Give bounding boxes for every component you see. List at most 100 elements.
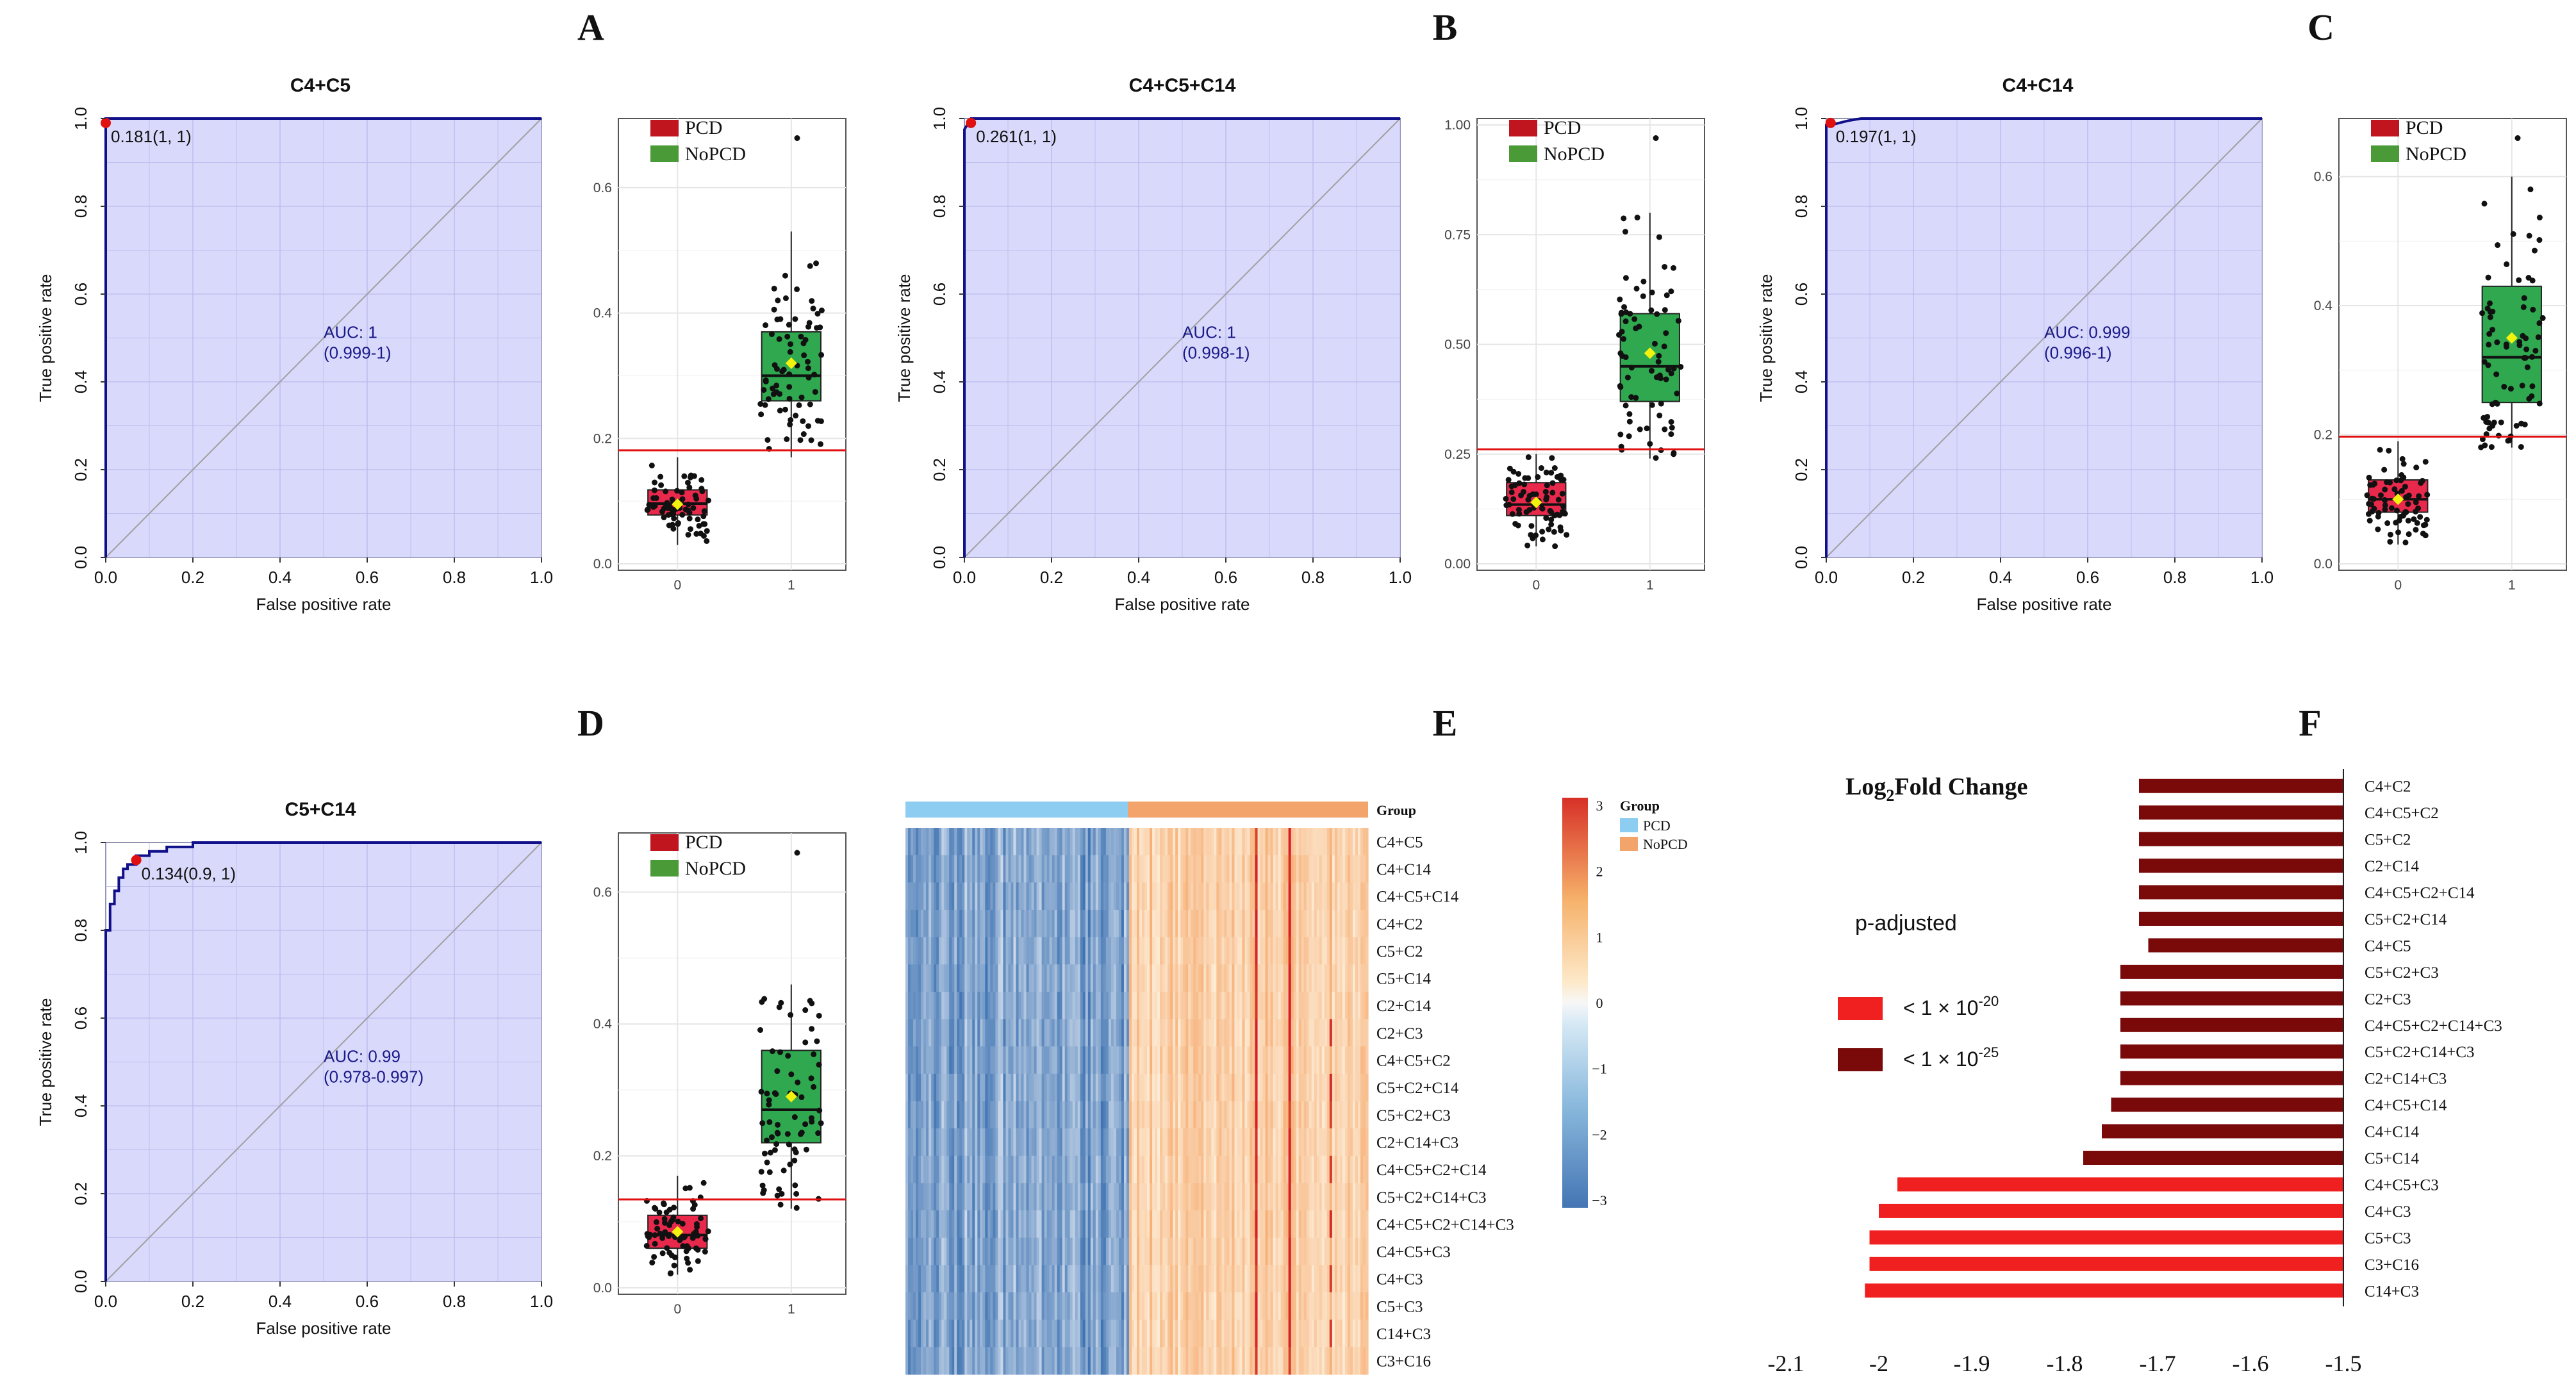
heatmap-cell [939, 828, 942, 856]
heatmap-cell [1273, 1237, 1276, 1265]
box-jitter-point [664, 1245, 670, 1251]
box-jitter-point [1539, 536, 1546, 543]
heatmap-cell [1237, 1128, 1241, 1156]
heatmap-cell [1123, 882, 1127, 910]
heatmap-cell [926, 1265, 929, 1293]
heatmap-cell [1296, 1292, 1300, 1321]
heatmap-cell [1059, 937, 1063, 965]
heatmap-cell [1013, 1101, 1017, 1129]
heatmap-cell [1170, 1155, 1173, 1184]
heatmap-cell [1123, 1073, 1127, 1102]
heatmap-cell [1191, 1265, 1194, 1293]
heatmap-cell [1098, 1265, 1102, 1293]
heatmap-cell [1360, 937, 1364, 965]
box-jitter-point [1542, 489, 1549, 495]
heatmap-cell [1350, 1019, 1353, 1047]
heatmap-cell [916, 1265, 919, 1293]
heatmap-cell [1113, 1128, 1117, 1156]
heatmap-cell [1157, 1347, 1160, 1375]
bar-category-label: C5+C14 [2365, 1150, 2419, 1167]
heatmap-cell [1183, 991, 1186, 1020]
heatmap-cell [995, 1210, 998, 1239]
roc-y-label: True positive rate [36, 274, 55, 402]
heatmap-cell [1360, 1237, 1364, 1265]
heatmap-cell [1110, 964, 1114, 992]
heatmap-cell [1280, 1019, 1284, 1047]
heatmap-cell [905, 991, 909, 1020]
heatmap-cell [1296, 1128, 1300, 1156]
heatmap-cell [1283, 882, 1287, 910]
heatmap-cell [995, 855, 998, 883]
heatmap-cell [982, 1292, 986, 1321]
heatmap-cell [1211, 937, 1214, 965]
heatmap-cell [931, 1019, 934, 1047]
heatmap-cell [944, 1319, 947, 1347]
heatmap-legend-pcd-label: PCD [1643, 818, 1671, 834]
box-jitter-point [818, 307, 825, 313]
heatmap-cell [1326, 1073, 1330, 1102]
heatmap-cell [1198, 1128, 1201, 1156]
heatmap-cell [1296, 1073, 1300, 1102]
heatmap-cell [1257, 882, 1261, 910]
box-jitter-point [779, 368, 786, 375]
heatmap-cell [1267, 1319, 1271, 1347]
heatmap-cell [1139, 964, 1143, 992]
heatmap-cell [1080, 1183, 1084, 1211]
heatmap-cell [970, 1319, 973, 1347]
heatmap-cell [1016, 828, 1020, 856]
heatmap-cell [1013, 828, 1017, 856]
heatmap-cell [1165, 1046, 1168, 1074]
heatmap-cell [1028, 1237, 1032, 1265]
heatmap-cell [1039, 909, 1043, 938]
heatmap-row-label: C4+C5+C2 [1376, 1053, 1451, 1070]
heatmap-cell [1178, 964, 1181, 992]
heatmap-cell [977, 1292, 980, 1321]
heatmap-cell [1041, 1237, 1045, 1265]
heatmap-cell [941, 1046, 945, 1074]
heatmap-cell [1191, 991, 1194, 1020]
heatmap-cell [1229, 828, 1233, 856]
heatmap-cell [970, 1101, 973, 1129]
heatmap-cell [1270, 1237, 1274, 1265]
heatmap-cell [1301, 882, 1305, 910]
heatmap-cell [1034, 1265, 1037, 1293]
heatmap-cell [1034, 937, 1037, 965]
heatmap-cell [1103, 1101, 1107, 1129]
box-jitter-point [791, 1114, 798, 1121]
heatmap-cell [1064, 828, 1068, 856]
box-jitter-point [805, 423, 812, 429]
heatmap-cell [1134, 1101, 1137, 1129]
heatmap-cell [1147, 1292, 1150, 1321]
heatmap-cell [1147, 909, 1150, 938]
heatmap-cell [1173, 1155, 1176, 1184]
box-jitter-point [653, 495, 659, 501]
heatmap-cell [1011, 1046, 1014, 1074]
heatmap-cell [1098, 909, 1102, 938]
box-jitter-point [796, 402, 802, 408]
heatmap-cell [1244, 1101, 1248, 1129]
heatmap-cell [1021, 937, 1025, 965]
heatmap-cell [1147, 1128, 1150, 1156]
heatmap-cell [1211, 1237, 1214, 1265]
heatmap-cell [1309, 1265, 1312, 1293]
heatmap-cell [1296, 1237, 1300, 1265]
heatmap-cell [1352, 1155, 1356, 1184]
heatmap-cell [1147, 882, 1150, 910]
box-y-tick-label: 0.6 [593, 885, 612, 900]
heatmap-cell [962, 1265, 965, 1293]
heatmap-cell [1360, 1292, 1364, 1321]
heatmap-cell [923, 828, 927, 856]
box-jitter-point [817, 324, 823, 331]
heatmap-cell [1147, 991, 1150, 1020]
heatmap-cell [1044, 1128, 1048, 1156]
heatmap-cell [1267, 1073, 1271, 1102]
heatmap-cell [1332, 1128, 1335, 1156]
heatmap-cell [1057, 937, 1061, 965]
heatmap-cell [1183, 1210, 1186, 1239]
heatmap-cell [1226, 1183, 1230, 1211]
heatmap-cell [1298, 828, 1302, 856]
heatmap-cell [1139, 909, 1143, 938]
heatmap-cell [936, 1319, 939, 1347]
heatmap-cell [975, 882, 978, 910]
heatmap-cell [1054, 828, 1058, 856]
